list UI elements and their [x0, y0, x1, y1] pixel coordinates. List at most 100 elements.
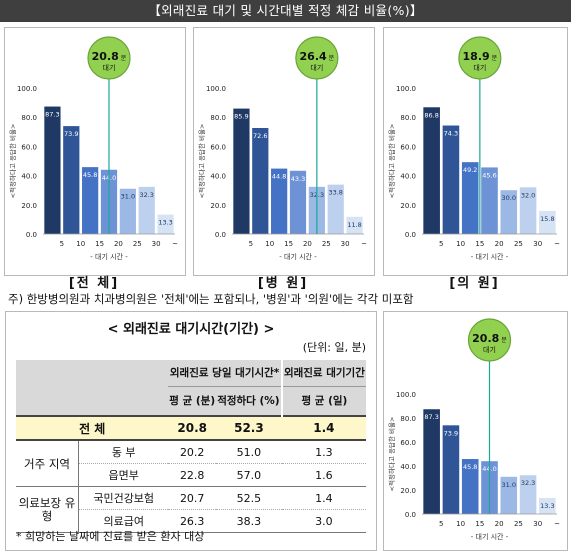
x-tick-label: ~ — [554, 240, 560, 248]
avg-callout-value: 26.4 분 — [300, 50, 335, 63]
y-tick-label: 40.0 — [21, 173, 37, 181]
cell-avg: 20.8 — [168, 415, 216, 441]
bar-value-label: 13.3 — [540, 502, 554, 510]
col-header-avg-min: 평 균 (분) — [169, 395, 216, 407]
x-tick-label: 15 — [475, 520, 484, 528]
group-header-period: 외래진료 대기기간 — [280, 360, 366, 387]
footnote: 주) 한방병의원과 치과병의원은 '전체'에는 포함되나, '병원'과 '의원'… — [8, 292, 414, 306]
bar — [82, 167, 99, 234]
avg-callout-circle — [467, 318, 512, 362]
bar-chart: 0.0 20.0 40.0 60.0 80.0 100.0 <적정하다고 응답한 비율> 87… — [387, 318, 560, 541]
y-axis-label: <적정하다고 응답한 비율> — [387, 417, 396, 492]
x-tick-label: 20 — [495, 240, 504, 248]
bar-value-label: 44.8 — [272, 173, 286, 181]
cell-days: 1.3 — [315, 445, 333, 459]
group-header-same-day: 외래진료 당일 대기시간* — [168, 360, 282, 387]
cell-ok: 51.0 — [236, 445, 262, 459]
avg-callout-sub: 대기 — [483, 345, 496, 354]
group-label-region: 거주 지역 — [16, 440, 79, 487]
bar — [289, 170, 307, 234]
bar — [500, 476, 518, 514]
cell-avg: 20.2 — [179, 445, 205, 459]
x-axis-label: - 대기 시간 - — [90, 252, 128, 261]
bar — [539, 498, 556, 514]
chart-panel-bottom: 0.0 20.0 40.0 60.0 80.0 100.0 <적정하다고 응답한 비율> 87… — [383, 311, 568, 551]
x-tick-label: ~ — [172, 240, 178, 248]
y-tick-label: 0.0 — [405, 511, 416, 519]
bar-chart: 0.0 20.0 40.0 60.0 80.0 100.0 <적정하다고 응답한 비율> 87… — [8, 36, 178, 261]
table-note: * 희망하는 날짜에 진료를 받은 환자 대상 — [16, 530, 205, 543]
avg-callout-sub: 대기 — [310, 63, 323, 72]
y-tick-label: 0.0 — [215, 231, 226, 239]
x-tick-label: ~ — [554, 520, 560, 528]
bar — [442, 125, 460, 234]
row-label: 국민건강보험 — [93, 492, 155, 505]
cell-days: 3.0 — [315, 514, 333, 528]
panel-label-clinic: [의 원] — [449, 276, 500, 291]
chart-panel-hospital: 0.0 20.0 40.0 60.0 80.0 100.0 <적정하다고 응답한 비율> 85… — [193, 27, 375, 276]
bar-value-label: 49.2 — [463, 166, 477, 174]
table-row: 거주 지역 동 부 20.2 51.0 1.3 — [16, 440, 366, 487]
group-label-coverage: 의료보장 유 형 — [16, 486, 79, 533]
bar — [500, 190, 518, 234]
cell-avg: 26.3 — [179, 514, 205, 528]
bar — [481, 167, 498, 234]
bar-value-label: 73.9 — [444, 429, 458, 437]
x-tick-label: 5 — [60, 240, 64, 248]
x-tick-label: 10 — [456, 240, 465, 248]
bar-value-label: 32.0 — [521, 191, 535, 199]
bar-value-label: 45.8 — [463, 463, 477, 471]
x-tick-label: 10 — [456, 520, 465, 528]
bar — [539, 210, 556, 234]
avg-callout-circle — [458, 36, 502, 80]
cell-ok: 38.3 — [236, 514, 262, 528]
row-label: 의료급여 — [103, 515, 144, 528]
x-tick-label: 30 — [152, 240, 161, 248]
bar-value-label: 74.3 — [444, 130, 458, 138]
bar — [442, 425, 460, 514]
bar-value-label: 86.8 — [424, 111, 438, 119]
bar-value-label: 31.0 — [121, 193, 135, 201]
cell-avg: 22.8 — [179, 468, 205, 482]
bar-value-label: 11.8 — [347, 221, 361, 229]
bar — [461, 459, 479, 514]
x-tick-label: 10 — [265, 240, 274, 248]
y-tick-label: 60.0 — [210, 143, 226, 151]
bar-value-label: 45.8 — [83, 171, 97, 179]
cell-ok: 52.5 — [236, 491, 262, 505]
bar-value-label: 73.9 — [64, 130, 78, 138]
y-tick-label: 20.0 — [400, 202, 416, 210]
x-axis-label: - 대기 시간 - — [279, 252, 317, 261]
bar-value-label: 87.3 — [424, 413, 438, 421]
y-tick-label: 80.0 — [21, 114, 37, 122]
bar-value-label: 72.6 — [253, 132, 267, 140]
table-row: 읍면부 22.8 57.0 1.6 — [16, 464, 366, 487]
bar — [138, 186, 155, 234]
x-tick-label: 5 — [439, 520, 443, 528]
x-axis-label: - 대기 시간 - — [471, 532, 509, 541]
y-tick-label: 100.0 — [396, 391, 416, 399]
x-tick-label: 25 — [133, 240, 142, 248]
y-tick-label: 20.0 — [210, 202, 226, 210]
y-tick-label: 0.0 — [26, 231, 37, 239]
y-tick-label: 20.0 — [21, 202, 37, 210]
y-tick-label: 40.0 — [400, 463, 416, 471]
bar-value-label: 32.3 — [139, 191, 153, 199]
y-tick-label: 40.0 — [210, 173, 226, 181]
x-tick-label: 15 — [95, 240, 104, 248]
x-tick-label: 15 — [284, 240, 293, 248]
x-tick-label: 20 — [303, 240, 312, 248]
col-header-ok-pct: 적정하다 (%) — [217, 395, 280, 407]
x-tick-label: 25 — [514, 520, 523, 528]
bar — [119, 188, 136, 234]
y-tick-label: 80.0 — [400, 114, 416, 122]
col-header-avg-day: 평 균 (일) — [280, 386, 366, 416]
avg-callout-value: 18.9 분 — [463, 50, 498, 63]
chart-panel-total: 0.0 20.0 40.0 60.0 80.0 100.0 <적정하다고 응답한 비율> 87… — [4, 27, 186, 276]
bar — [423, 107, 440, 234]
cell-avg: 20.7 — [179, 491, 205, 505]
x-tick-label: ~ — [361, 240, 367, 248]
table-corner — [16, 360, 169, 416]
panel-label-hospital: [병 원] — [257, 276, 309, 291]
y-tick-label: 80.0 — [400, 415, 416, 423]
